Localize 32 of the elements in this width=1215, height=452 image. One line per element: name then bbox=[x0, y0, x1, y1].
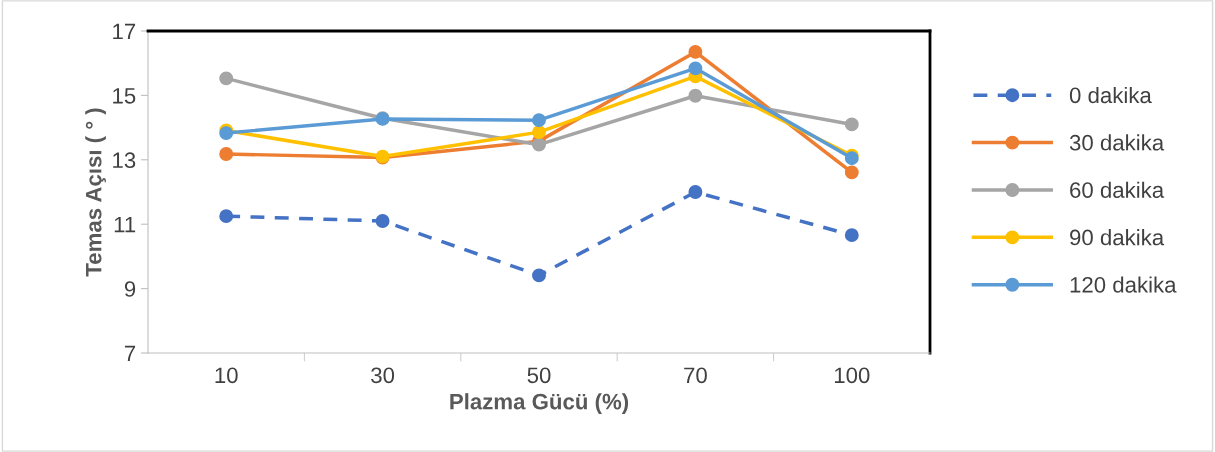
y-tick-label: 15 bbox=[113, 88, 136, 104]
point bbox=[375, 214, 390, 228]
point bbox=[532, 125, 546, 140]
point bbox=[532, 113, 546, 128]
y-tick-label: 11 bbox=[114, 216, 136, 233]
point bbox=[219, 71, 234, 86]
point bbox=[532, 268, 546, 283]
y-axis-title: Temas Açısı ( ° ) bbox=[85, 108, 106, 277]
x-tick-label: 70 bbox=[684, 367, 707, 384]
y-tick-label: 17 bbox=[113, 23, 136, 40]
x-axis-title: Plazma Gücü (%) bbox=[450, 393, 629, 414]
legend-label: 120 dakika bbox=[1070, 276, 1177, 293]
y-tick-label: 7 bbox=[124, 345, 136, 362]
x-tick-label: 100 bbox=[834, 367, 870, 384]
y-tick-label: 9 bbox=[124, 281, 136, 297]
point bbox=[219, 209, 234, 224]
x-tick-label: 50 bbox=[527, 367, 551, 384]
x-tick-label: 10 bbox=[215, 367, 238, 384]
point bbox=[844, 165, 859, 180]
point bbox=[688, 61, 703, 76]
y-tick-label: 13 bbox=[113, 152, 136, 169]
point bbox=[688, 88, 703, 103]
point bbox=[688, 185, 703, 199]
legend-label: 90 dakika bbox=[1070, 229, 1165, 246]
legend-label: 30 dakika bbox=[1069, 134, 1165, 151]
legend-label: 60 dakika bbox=[1070, 181, 1165, 198]
point bbox=[844, 228, 859, 243]
point bbox=[844, 117, 859, 132]
x-tick-label: 30 bbox=[371, 367, 395, 384]
point bbox=[219, 147, 234, 161]
point bbox=[688, 44, 703, 59]
legend-label: 0 dakika bbox=[1069, 86, 1152, 104]
